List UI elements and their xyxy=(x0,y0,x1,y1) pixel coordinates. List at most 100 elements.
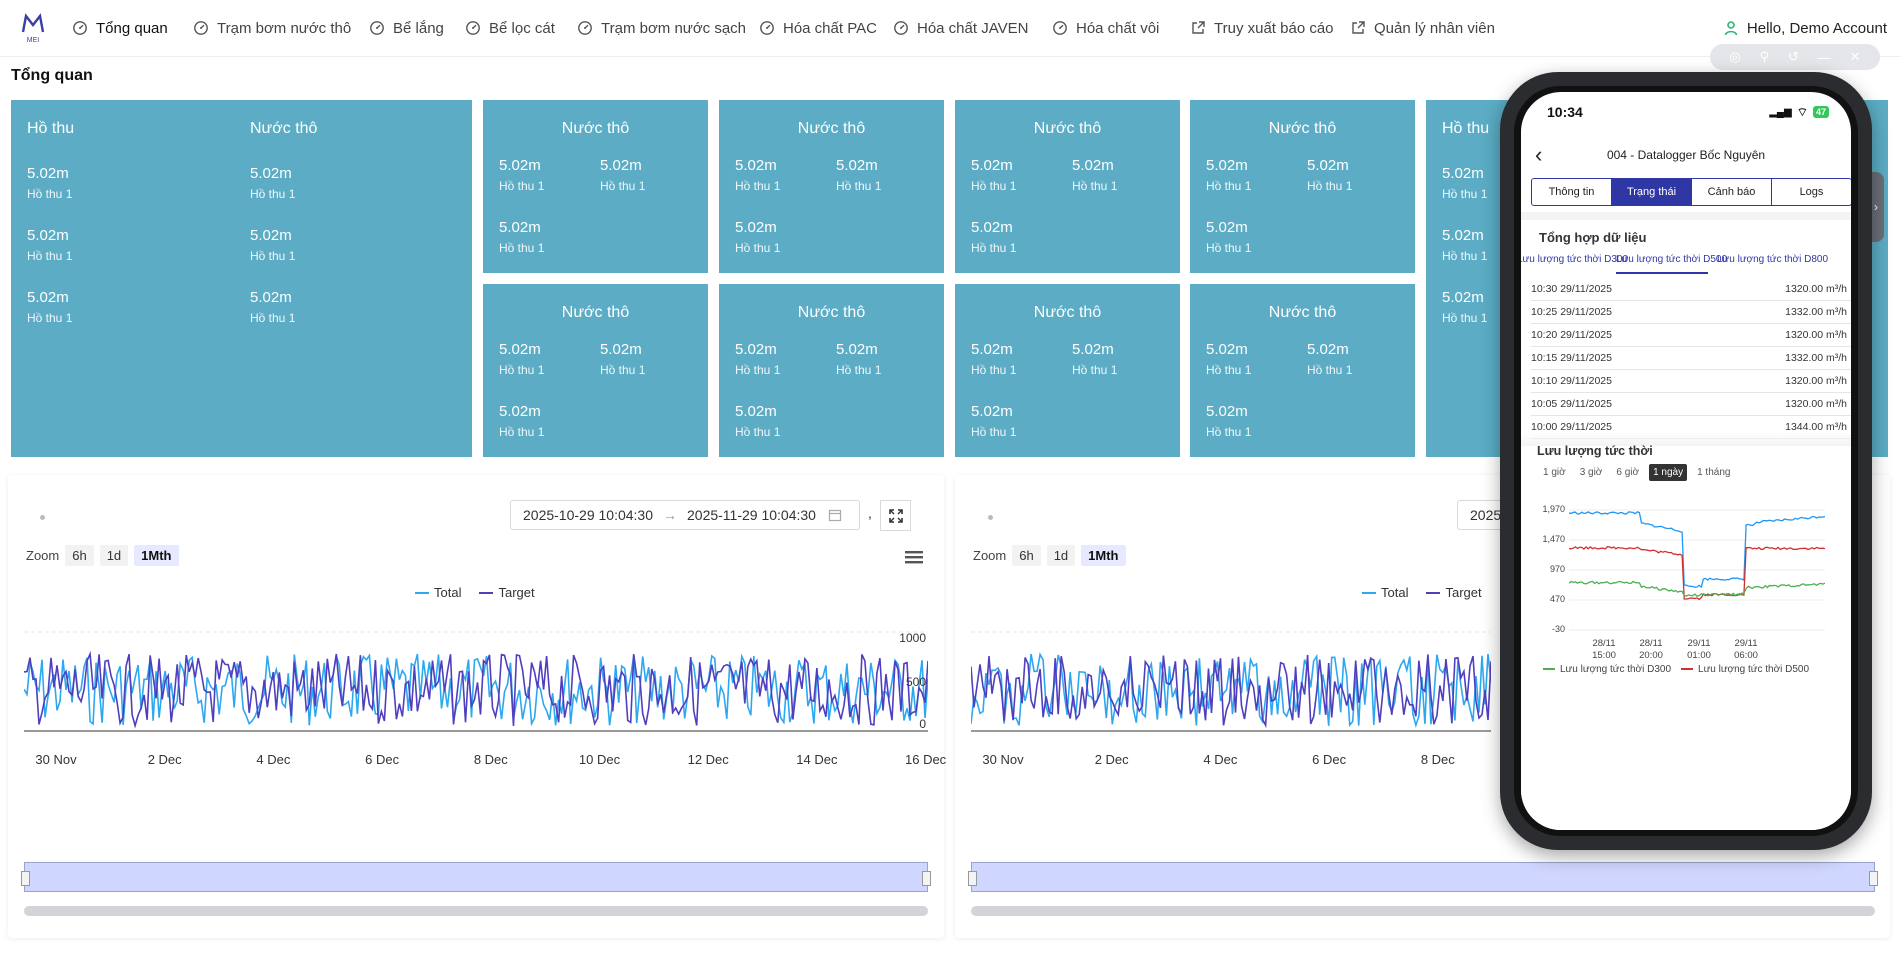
card-value: 5.02m xyxy=(1206,157,1248,174)
card-nuoc-tho[interactable]: Nước thô 5.02m Hồ thu 1 5.02m Hồ thu 1 5.02m H… xyxy=(955,100,1180,273)
range-3h[interactable]: 3 giờ xyxy=(1579,467,1603,478)
legend-item-d300[interactable]: Lưu lượng tức thời D300 xyxy=(1543,664,1671,675)
range-6h[interactable]: 6 giờ xyxy=(1616,467,1640,478)
series-d500-line[interactable] xyxy=(1569,546,1825,601)
date-from-right[interactable]: 2025 xyxy=(1470,507,1502,523)
gauge-icon xyxy=(466,21,480,35)
nav-item-4[interactable]: Trạm bơm nước sạch xyxy=(577,0,746,56)
x-tick-label: 30 Nov xyxy=(982,752,1024,767)
phone-subtab-d800[interactable]: Lưu lượng tức thời D800 xyxy=(1717,254,1829,265)
x-tick-label: 16 Dec xyxy=(904,752,947,767)
zoom-1d[interactable]: 1d xyxy=(99,545,129,566)
user-greeting[interactable]: Hello, Demo Account xyxy=(1723,0,1887,56)
series-d800-line[interactable] xyxy=(1569,511,1825,589)
gauge-icon xyxy=(1053,21,1067,35)
card-nuoc-tho[interactable]: Nước thô 5.02m Hồ thu 1 5.02m Hồ thu 1 5.02m H… xyxy=(1190,284,1415,457)
legend-item-total[interactable]: Total xyxy=(415,585,461,600)
navigator-handle-right[interactable] xyxy=(922,871,931,886)
back-icon[interactable]: ‹ xyxy=(1535,142,1543,167)
close-icon[interactable]: ✕ xyxy=(1849,49,1861,64)
gauge-icon xyxy=(894,21,908,35)
card-title: Hồ thu xyxy=(1442,120,1490,137)
minimize-icon[interactable]: — xyxy=(1817,49,1831,65)
date-from[interactable]: 2025-10-29 10:04:30 xyxy=(523,507,653,523)
panel-dot xyxy=(40,515,45,520)
chevron-right-icon: › xyxy=(1874,200,1878,214)
hamburger-icon xyxy=(905,551,923,564)
range-1d[interactable]: 1 ngày xyxy=(1649,464,1688,481)
card-sub: Hồ thu 1 xyxy=(735,425,781,439)
nav-item-9[interactable]: Quản lý nhân viên xyxy=(1350,0,1495,56)
nav-item-8[interactable]: Truy xuất báo cáo xyxy=(1190,0,1334,56)
app-logo[interactable]: MEI xyxy=(16,10,50,44)
x-tick-label: 10 Dec xyxy=(578,752,621,767)
chart-plot-left: 1000 500 0 xyxy=(24,631,928,732)
card-value: 5.02m xyxy=(1072,341,1114,358)
history-icon[interactable]: ↺ xyxy=(1788,49,1799,64)
date-separator: , xyxy=(868,505,872,521)
chart-scrollbar-right[interactable] xyxy=(971,906,1875,916)
gauge-icon xyxy=(73,21,87,35)
nav-item-3[interactable]: Bể lọc cát xyxy=(465,0,555,56)
card-nuoc-tho[interactable]: Nước thô 5.02m Hồ thu 1 5.02m Hồ thu 1 5.02m H… xyxy=(1190,100,1415,273)
user-icon xyxy=(1724,21,1738,36)
card-value: 5.02m xyxy=(971,219,1013,236)
zoom-1mth[interactable]: 1Mth xyxy=(134,545,179,566)
nav-item-5[interactable]: Hóa chất PAC xyxy=(759,0,877,56)
range-1h[interactable]: 1 giờ xyxy=(1543,467,1566,478)
zoom-1mth[interactable]: 1Mth xyxy=(1081,545,1126,566)
calendar-icon[interactable] xyxy=(828,508,842,522)
phone-tab-info[interactable]: Thông tin xyxy=(1532,179,1612,205)
chart-navigator-right[interactable] xyxy=(968,862,1878,892)
chart-menu-button[interactable] xyxy=(905,550,923,569)
phone-subtab-d300[interactable]: Lưu lượng tức thời D300 xyxy=(1521,254,1629,265)
range-1m[interactable]: 1 tháng xyxy=(1697,467,1731,478)
card-nuoc-tho[interactable]: Nước thô 5.02m Hồ thu 1 5.02m Hồ thu 1 5.02m H… xyxy=(483,100,708,273)
series-total-line[interactable] xyxy=(24,653,928,727)
phone-tab-logs[interactable]: Logs xyxy=(1799,186,1824,198)
series-target-line[interactable] xyxy=(24,650,928,729)
phone-subtab-d500[interactable]: Lưu lượng tức thời D500 xyxy=(1616,254,1728,265)
card-value: 5.02m xyxy=(971,341,1013,358)
card-nuoc-tho[interactable]: Nước thô 5.02m Hồ thu 1 5.02m Hồ thu 1 5.02m H… xyxy=(719,284,944,457)
zoom-6h[interactable]: 6h xyxy=(65,545,94,566)
y-tick-label: 0 xyxy=(919,717,926,731)
phone-tab-status[interactable]: Trạng thái xyxy=(1612,179,1692,205)
chart-scrollbar[interactable] xyxy=(24,906,928,916)
card-sub: Hồ thu 1 xyxy=(27,311,73,325)
card-sub: Hồ thu 1 xyxy=(1206,241,1252,255)
card-nuoc-tho[interactable]: Nước thô 5.02m Hồ thu 1 5.02m Hồ thu 1 5.02m H… xyxy=(719,100,944,273)
nav-item-6[interactable]: Hóa chất JAVEN xyxy=(893,0,1028,56)
navigator-handle-left[interactable] xyxy=(968,871,977,886)
row-value: 1332.00 m³/h xyxy=(1785,352,1847,364)
legend-item-total[interactable]: Total xyxy=(1362,585,1408,600)
navigator-handle-right[interactable] xyxy=(1869,871,1878,886)
fullscreen-button[interactable] xyxy=(880,500,911,531)
phone-collapse-tab[interactable]: › xyxy=(1868,172,1884,242)
series-d300-line[interactable] xyxy=(1569,580,1825,597)
card-title: Nước thô xyxy=(1268,304,1337,321)
card-nuoc-tho[interactable]: Nước thô 5.02m Hồ thu 1 5.02m Hồ thu 1 5.02m H… xyxy=(955,284,1180,457)
card-ho-thu-large[interactable]: Hồ thu Nước thô 5.02m Hồ thu 1 5.02m Hồ … xyxy=(11,100,472,457)
nav-item-2[interactable]: Bể lắng xyxy=(369,0,444,56)
zoom-6h[interactable]: 6h xyxy=(1012,545,1041,566)
card-value: 5.02m xyxy=(1206,219,1248,236)
card-sub: Hồ thu 1 xyxy=(250,187,296,201)
settings-icon[interactable]: ◎ xyxy=(1729,49,1741,64)
nav-item-1[interactable]: Trạm bơm nước thô xyxy=(193,0,351,56)
nav-item-7[interactable]: Hóa chất vôi xyxy=(1052,0,1159,56)
legend-item-target[interactable]: Target xyxy=(479,585,535,600)
legend-item-target[interactable]: Target xyxy=(1426,585,1482,600)
zoom-1d[interactable]: 1d xyxy=(1046,545,1076,566)
nav-item-0[interactable]: Tổng quan xyxy=(72,0,168,56)
card-nuoc-tho[interactable]: Nước thô 5.02m Hồ thu 1 5.02m Hồ thu 1 5.02m H… xyxy=(483,284,708,457)
chart-navigator[interactable] xyxy=(21,862,931,892)
date-range-picker[interactable]: 2025-10-29 10:04:30 → 2025-11-29 10:04:3… xyxy=(510,500,860,530)
pin-icon[interactable]: ⚲ xyxy=(1759,49,1770,64)
series-target-line[interactable] xyxy=(971,654,1491,729)
card-sub: Hồ thu 1 xyxy=(499,179,545,193)
navigator-handle-left[interactable] xyxy=(21,871,30,886)
phone-tab-alerts[interactable]: Cảnh báo xyxy=(1692,179,1772,205)
legend-item-d500[interactable]: Lưu lượng tức thời D500 xyxy=(1681,664,1809,675)
date-to[interactable]: 2025-11-29 10:04:30 xyxy=(687,507,816,523)
